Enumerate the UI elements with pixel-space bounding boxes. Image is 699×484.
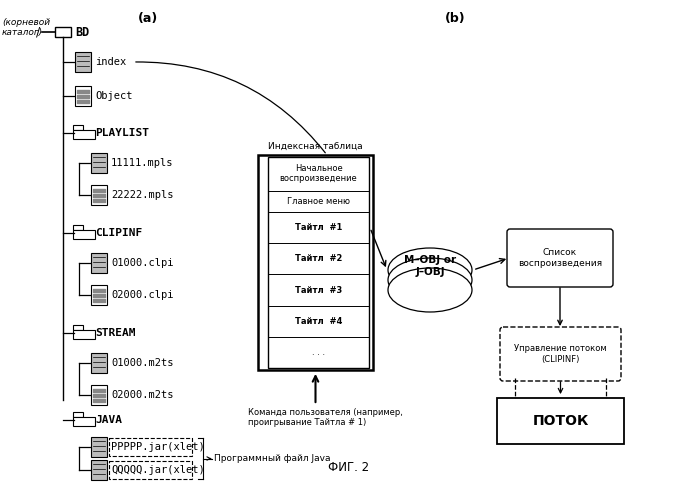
Bar <box>73 130 95 139</box>
FancyBboxPatch shape <box>507 229 613 287</box>
Bar <box>91 460 107 480</box>
Bar <box>73 330 95 339</box>
Text: 11111.mpls: 11111.mpls <box>111 158 173 168</box>
Text: Команда пользователя (например,
проигрывание Тайтла # 1): Команда пользователя (например, проигрыв… <box>248 408 403 427</box>
Bar <box>497 398 624 444</box>
Text: Object: Object <box>95 91 133 101</box>
Text: Тайтл  #4: Тайтл #4 <box>295 317 343 326</box>
Text: JAVA: JAVA <box>95 415 122 425</box>
Text: STREAM: STREAM <box>95 328 136 338</box>
Bar <box>268 157 369 368</box>
Text: Начальное
воспроизведение: Начальное воспроизведение <box>280 164 357 183</box>
Text: ПОТОК: ПОТОК <box>533 414 589 428</box>
Bar <box>73 230 95 239</box>
Text: ФИГ. 2: ФИГ. 2 <box>329 461 370 474</box>
Bar <box>91 253 107 273</box>
Bar <box>73 225 83 230</box>
Bar <box>91 353 107 373</box>
Bar <box>91 385 107 405</box>
Bar <box>73 325 83 330</box>
Text: index: index <box>95 57 127 67</box>
Text: 02000.m2ts: 02000.m2ts <box>111 390 173 400</box>
Bar <box>73 125 83 130</box>
Text: (корневой
каталог): (корневой каталог) <box>2 18 50 37</box>
Bar <box>109 461 192 479</box>
Bar <box>55 27 71 37</box>
Bar <box>91 153 107 173</box>
Bar <box>91 437 107 457</box>
Text: M–OBJ or
J–OBJ: M–OBJ or J–OBJ <box>404 255 456 277</box>
Bar <box>73 417 95 426</box>
FancyBboxPatch shape <box>500 327 621 381</box>
Bar <box>75 86 91 106</box>
Text: Тайтл  #2: Тайтл #2 <box>295 255 343 263</box>
Bar <box>91 285 107 305</box>
Bar <box>109 438 192 456</box>
Text: BD: BD <box>75 26 89 39</box>
Ellipse shape <box>388 268 472 312</box>
Text: (b): (b) <box>445 12 466 25</box>
Text: . . .: . . . <box>312 348 325 357</box>
Text: 01000.clpi: 01000.clpi <box>111 258 173 268</box>
Text: CLIPINF: CLIPINF <box>95 228 143 238</box>
Text: Главное меню: Главное меню <box>287 197 350 206</box>
Ellipse shape <box>388 258 472 302</box>
Text: QQQQQ.jar(xlet): QQQQQ.jar(xlet) <box>111 465 205 475</box>
Bar <box>73 412 83 417</box>
Text: PPPPP.jar(xlet): PPPPP.jar(xlet) <box>111 442 205 452</box>
Text: Список
воспроизведения: Список воспроизведения <box>518 248 602 268</box>
Text: (a): (a) <box>138 12 158 25</box>
Bar <box>258 155 373 370</box>
Text: 02000.clpi: 02000.clpi <box>111 290 173 300</box>
Bar <box>91 185 107 205</box>
Text: /: / <box>36 26 40 39</box>
Text: Программный файл Java: Программный файл Java <box>213 454 330 463</box>
Bar <box>75 52 91 72</box>
Text: 01000.m2ts: 01000.m2ts <box>111 358 173 368</box>
Text: Индексная таблица: Индексная таблица <box>268 142 363 151</box>
Text: Управление потоком
(CLIPINF): Управление потоком (CLIPINF) <box>514 344 607 363</box>
Ellipse shape <box>388 248 472 292</box>
Text: Тайтл  #3: Тайтл #3 <box>295 286 342 295</box>
Text: Тайтл  #1: Тайтл #1 <box>295 223 343 232</box>
Text: 22222.mpls: 22222.mpls <box>111 190 173 200</box>
Text: PLAYLIST: PLAYLIST <box>95 128 149 138</box>
